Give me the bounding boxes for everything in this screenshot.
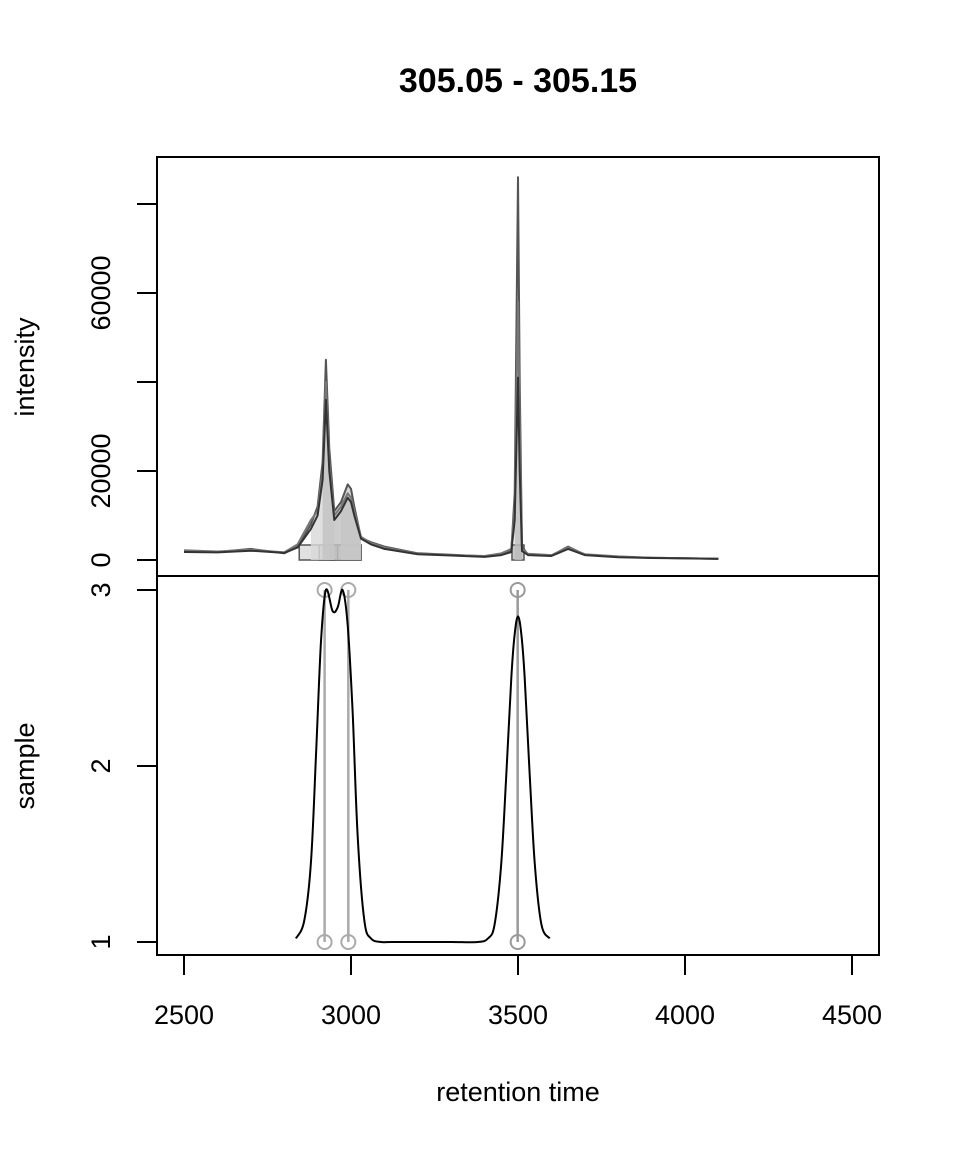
y-tick-label: 1: [86, 934, 116, 949]
y-tick-label: 60000: [86, 255, 116, 330]
peak-area-fill: [334, 497, 362, 560]
sample-density-panel: 1 2 3 sample: [10, 575, 880, 956]
density-curve: [294, 588, 551, 944]
y-tick-label: 3: [86, 582, 116, 597]
y-tick-label: 0: [86, 552, 116, 567]
peak-area-fill: [340, 497, 362, 560]
x-tick-label: 4500: [822, 1000, 882, 1030]
intensity-trace: [183, 300, 719, 560]
intensity-traces: [183, 176, 719, 560]
intensity-panel: 0 20000 60000 intensity: [10, 156, 880, 577]
peak-marker: [509, 934, 526, 950]
x-tick-label: 3500: [488, 1000, 548, 1030]
retention-time-x-axis: 2500 3000 3500 4000 4500: [154, 955, 882, 1030]
intensity-axis-label: intensity: [10, 317, 40, 417]
x-axis-label: retention time: [436, 1077, 600, 1107]
peak-area-base: [336, 544, 362, 561]
x-tick-label: 3000: [321, 1000, 381, 1030]
chart-title: 305.05 - 305.15: [399, 62, 637, 100]
intensity-trace: [183, 176, 719, 560]
sample-axis-label: sample: [10, 722, 40, 809]
y-tick-label: 20000: [86, 433, 116, 508]
y-tick-label: 2: [86, 758, 116, 773]
peak-marker: [509, 582, 526, 598]
peak-area-fill: [340, 493, 362, 560]
peak-marker: [316, 934, 333, 950]
sample-y-axis: 1 2 3: [86, 582, 157, 950]
peak-marker: [340, 934, 357, 950]
x-tick-label: 4000: [655, 1000, 715, 1030]
intensity-y-axis: 0 20000 60000: [86, 203, 157, 568]
intensity-trace: [183, 376, 719, 560]
peak-area-fill: [322, 399, 335, 560]
x-tick-label: 2500: [154, 1000, 214, 1030]
